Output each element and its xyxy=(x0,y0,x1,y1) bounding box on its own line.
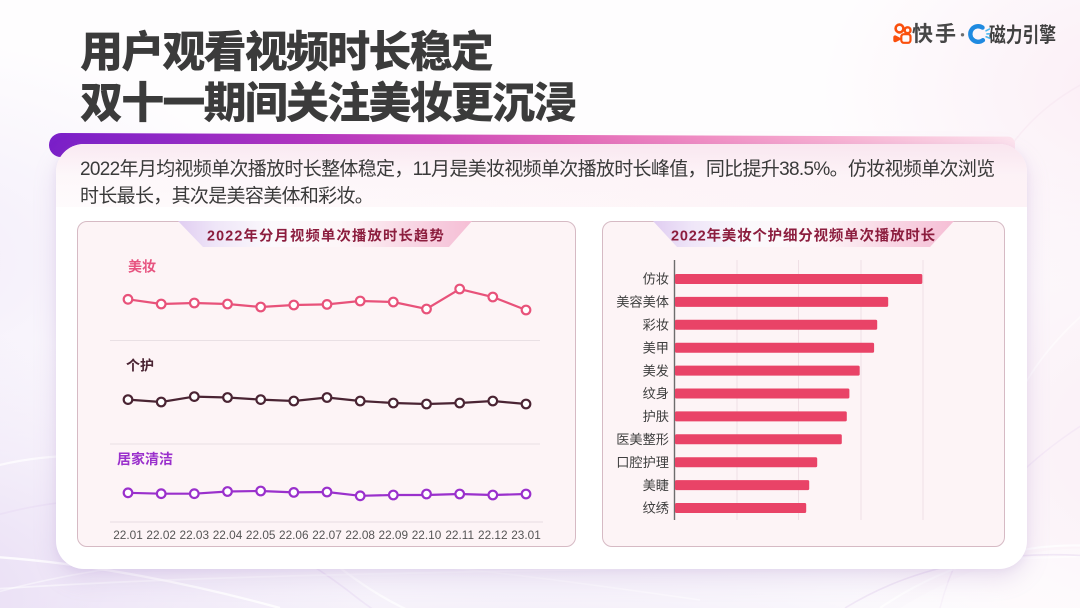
svg-text:22.02: 22.02 xyxy=(146,528,176,542)
svg-text:22.01: 22.01 xyxy=(113,528,143,542)
svg-text:22.04: 22.04 xyxy=(213,528,243,542)
svg-text:22.09: 22.09 xyxy=(379,528,409,542)
svg-text:美妆: 美妆 xyxy=(128,259,156,275)
svg-text:22.11: 22.11 xyxy=(445,528,474,542)
svg-text:护肤: 护肤 xyxy=(643,409,669,424)
svg-text:纹身: 纹身 xyxy=(643,386,669,401)
svg-text:仿妆: 仿妆 xyxy=(643,272,669,287)
svg-text:磁力引擎: 磁力引擎 xyxy=(989,24,1056,47)
svg-text:22.07: 22.07 xyxy=(312,528,342,542)
svg-text:2022年美妆个护细分视频单次播放时长: 2022年美妆个护细分视频单次播放时长 xyxy=(671,227,936,245)
svg-text:2022年分月视频单次播放时长趋势: 2022年分月视频单次播放时长趋势 xyxy=(207,227,445,245)
svg-text:纹绣: 纹绣 xyxy=(643,501,669,516)
svg-text:美发: 美发 xyxy=(643,363,669,378)
svg-text:个护: 个护 xyxy=(126,358,154,374)
svg-text:22.12: 22.12 xyxy=(478,528,508,542)
svg-text:医美整形: 医美整形 xyxy=(616,432,669,447)
svg-text:美容美体: 美容美体 xyxy=(616,294,669,310)
svg-text:彩妆: 彩妆 xyxy=(643,318,669,333)
svg-text:22.06: 22.06 xyxy=(279,528,309,542)
svg-text:美甲: 美甲 xyxy=(643,340,669,355)
svg-text:22.05: 22.05 xyxy=(246,528,276,542)
svg-text:美睫: 美睫 xyxy=(643,478,669,493)
svg-text:口腔护理: 口腔护理 xyxy=(616,455,669,470)
svg-text:22.10: 22.10 xyxy=(412,528,442,542)
svg-text:22.08: 22.08 xyxy=(345,528,375,542)
svg-text:23.01: 23.01 xyxy=(511,528,541,542)
svg-text:快手: 快手 xyxy=(912,23,958,46)
svg-text:22.03: 22.03 xyxy=(180,528,210,542)
svg-text:居家清洁: 居家清洁 xyxy=(117,451,173,467)
